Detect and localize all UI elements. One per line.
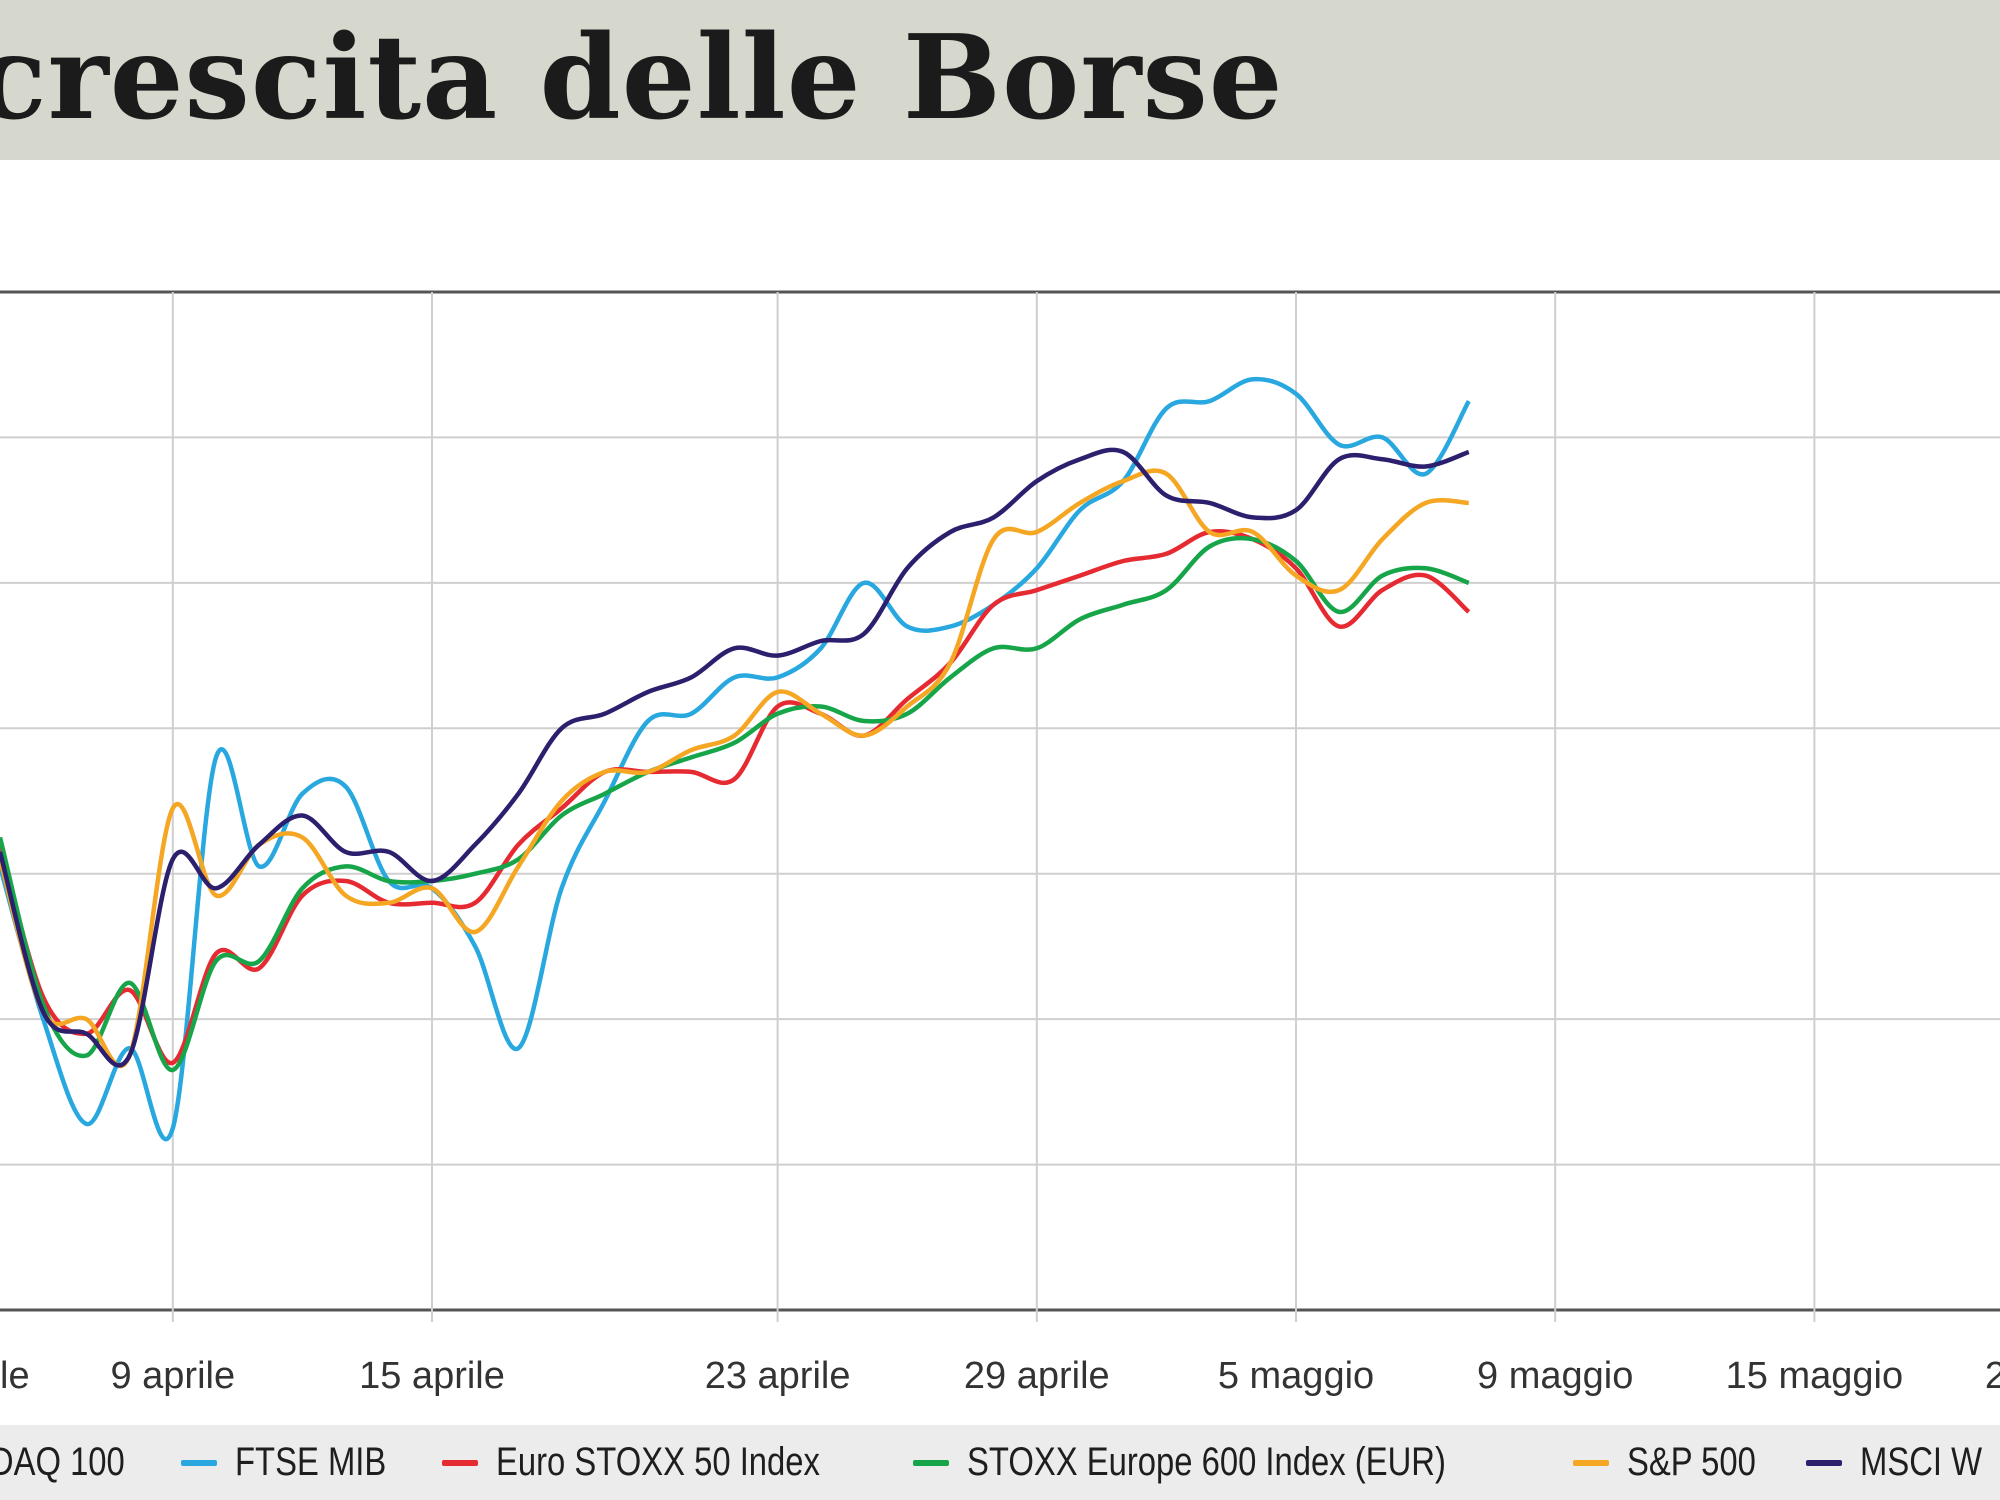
- series-line-2: [0, 528, 1471, 1066]
- legend-item: SDAQ 100: [0, 1440, 125, 1485]
- legend-swatch: [181, 1459, 218, 1466]
- legend-items: SDAQ 100 FTSE MIB Euro STOXX 50 Index STOXX…: [0, 1425, 2000, 1500]
- legend-swatch: [1805, 1459, 1842, 1466]
- legend-label: FTSE MIB: [235, 1440, 387, 1484]
- legend-swatch: [441, 1459, 478, 1466]
- legend-label: Euro STOXX 50 Index: [495, 1440, 820, 1484]
- x-tick-label: 23 aprile: [705, 1355, 851, 1397]
- legend-label: STOXX Europe 600 Index (EUR): [966, 1440, 1446, 1484]
- legend-item: FTSE MIB: [181, 1440, 386, 1485]
- x-tick-label: 9 aprile: [110, 1355, 235, 1397]
- legend-swatch: [912, 1459, 949, 1466]
- x-tick-label: le: [0, 1355, 30, 1397]
- legend-item: MSCI W: [1805, 1440, 1982, 1485]
- legend-label: MSCI W: [1859, 1440, 1982, 1484]
- series-lines: [0, 376, 1471, 1142]
- x-tick-label: 15 maggio: [1726, 1355, 1903, 1397]
- title-bar: crescita delle Borse: [0, 0, 2000, 160]
- series-line-4: [0, 468, 1469, 1068]
- series-line-5: [0, 447, 1470, 1068]
- series-line-1: [0, 376, 1471, 1142]
- legend-label: SDAQ 100: [0, 1440, 125, 1484]
- x-tick-label: 15 aprile: [359, 1355, 505, 1397]
- x-tick-label: 9 maggio: [1477, 1355, 1633, 1397]
- legend-item: STOXX Europe 600 Index (EUR): [912, 1440, 1511, 1485]
- x-tick-label: 29 aprile: [964, 1355, 1110, 1397]
- x-axis-tick-labels: le 9 aprile 15 aprile 23 aprile 29 aprile 5 m…: [0, 1355, 2000, 1397]
- x-tick-label: 21 maggio: [1985, 1355, 2000, 1397]
- legend-label: S&P 500: [1626, 1440, 1756, 1484]
- legend-swatch: [1572, 1459, 1609, 1466]
- x-tick-label: 5 maggio: [1218, 1355, 1374, 1397]
- legend: SDAQ 100 FTSE MIB Euro STOXX 50 Index STOXX…: [0, 1425, 2000, 1500]
- legend-item: Euro STOXX 50 Index: [441, 1440, 851, 1485]
- series-line-3: [0, 535, 1470, 1073]
- chart-title: crescita delle Borse: [0, 10, 1284, 146]
- grid-lines: [0, 290, 2000, 1322]
- legend-item: S&P 500: [1572, 1440, 1756, 1485]
- line-chart: le 9 aprile 15 aprile 23 aprile 29 aprile 5 m…: [0, 290, 2000, 1397]
